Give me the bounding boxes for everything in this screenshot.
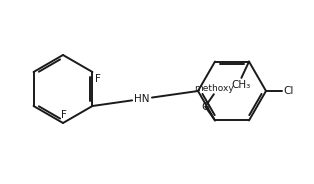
Text: methoxy: methoxy bbox=[194, 84, 234, 93]
Text: F: F bbox=[61, 110, 67, 120]
Text: HN: HN bbox=[134, 94, 150, 104]
Text: O: O bbox=[201, 102, 209, 112]
Text: Cl: Cl bbox=[283, 86, 293, 96]
Text: F: F bbox=[95, 74, 101, 84]
Text: CH₃: CH₃ bbox=[232, 80, 251, 90]
